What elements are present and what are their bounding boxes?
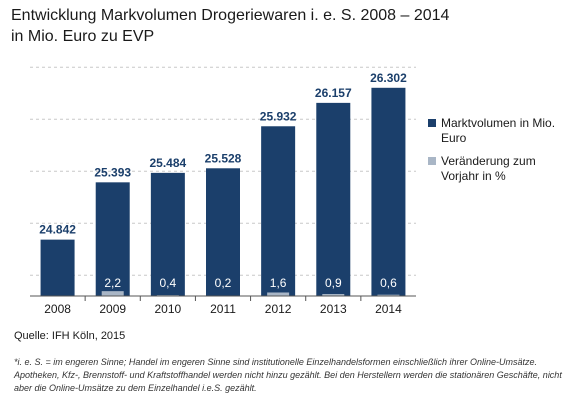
x-tick-label: 2011 xyxy=(210,302,236,316)
data-label-market-volume: 25.393 xyxy=(94,165,131,179)
data-label-change: 0,2 xyxy=(215,276,232,290)
title-line-2: in Mio. Euro zu EVP xyxy=(11,28,155,45)
bar-market-volume xyxy=(371,87,406,297)
footnote: *i. e. S. = im engeren Sinne; Handel im … xyxy=(14,357,562,393)
data-label-change: 2,2 xyxy=(104,276,121,290)
bar-market-volume xyxy=(206,168,240,296)
data-label-market-volume: 25.528 xyxy=(205,151,242,165)
legend-label-change: Veränderung zum Vorjahr in % xyxy=(441,154,536,183)
data-label-market-volume: 26.157 xyxy=(315,86,352,100)
bar-change xyxy=(377,294,400,296)
data-label-market-volume: 25.484 xyxy=(150,156,187,170)
data-label-market-volume: 26.302 xyxy=(370,71,407,85)
data-label-market-volume: 24.842 xyxy=(39,223,76,237)
data-label-change: 0,6 xyxy=(380,276,397,290)
legend-swatch-market-volume xyxy=(428,119,436,127)
bar-market-volume xyxy=(150,172,185,296)
x-tick-label: 2009 xyxy=(99,302,126,316)
data-label-change: 0,9 xyxy=(325,276,342,290)
data-label-change: 1,6 xyxy=(270,276,287,290)
title-line-1: Entwicklung Markvolumen Drogeriewaren i.… xyxy=(11,7,450,24)
chart-title: Entwicklung Markvolumen Drogeriewaren i.… xyxy=(11,5,571,47)
bar-market-volume xyxy=(316,102,351,296)
bar-change xyxy=(322,294,345,296)
x-tick-label: 2014 xyxy=(375,302,402,316)
bar-change xyxy=(101,291,124,296)
x-tick-label: 2010 xyxy=(155,302,182,316)
source-note: Quelle: IFH Köln, 2015 xyxy=(14,330,126,342)
legend-label-market-volume: Marktvolumen in Mio. Euro xyxy=(441,116,556,145)
bar-market-volume xyxy=(95,182,130,296)
bar-market-volume xyxy=(261,126,296,296)
data-label-change: 0,4 xyxy=(160,276,177,290)
x-tick-label: 2013 xyxy=(320,302,347,316)
data-label-market-volume: 25.932 xyxy=(260,109,297,123)
x-tick-label: 2012 xyxy=(265,302,292,316)
bar-change xyxy=(267,292,290,296)
bar-market-volume xyxy=(40,239,75,296)
legend-swatch-change xyxy=(428,157,436,165)
x-tick-label: 2008 xyxy=(44,302,71,316)
